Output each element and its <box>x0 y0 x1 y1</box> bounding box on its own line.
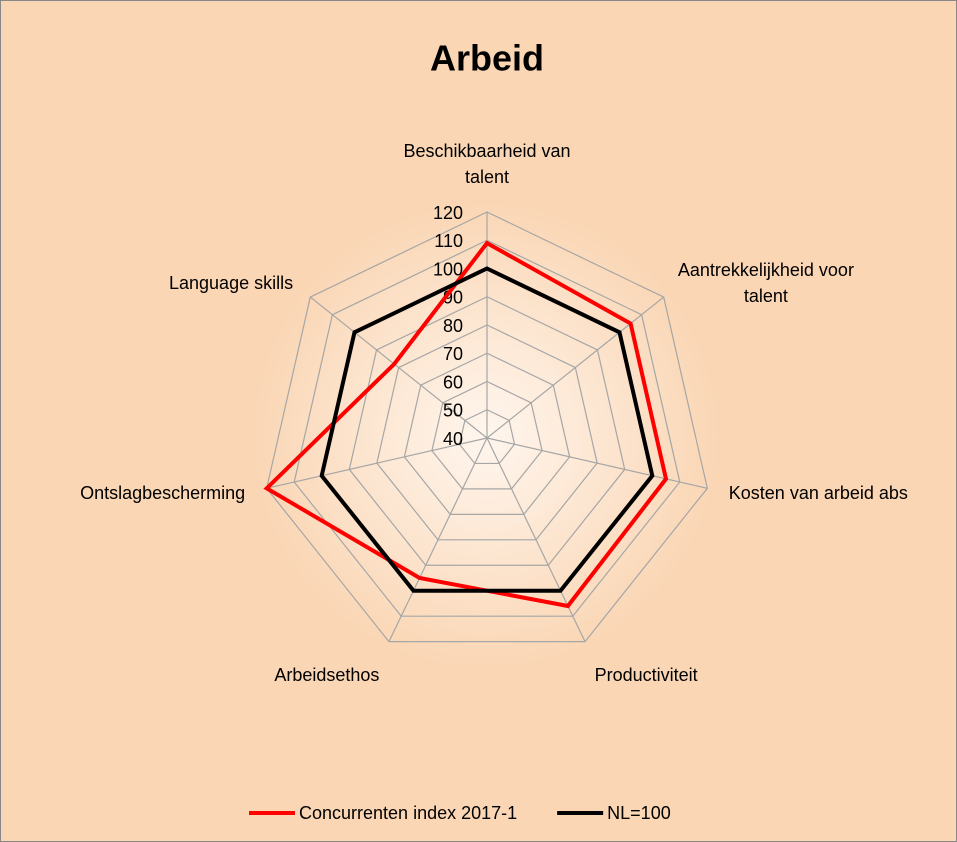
y-tick-label: 40 <box>443 429 463 449</box>
category-label: Kosten van arbeid abs <box>728 483 908 504</box>
grid-line <box>348 296 626 566</box>
spoke <box>486 437 708 489</box>
legend-label: Concurrenten index 2017-1 <box>299 803 517 823</box>
category-label: Ontslagbescherming <box>80 483 246 504</box>
spoke <box>486 296 665 439</box>
grid-line <box>403 352 571 515</box>
legend: Concurrenten index 2017-1 NL=100 <box>249 803 671 823</box>
legend-label: NL=100 <box>607 803 671 823</box>
y-tick-label: 70 <box>443 344 463 364</box>
spoke <box>266 437 488 489</box>
spoke <box>388 437 488 642</box>
category-label: Arbeidsethos <box>274 665 380 686</box>
category-label: Language skills <box>169 273 294 294</box>
y-tick-label: 80 <box>443 316 463 336</box>
grid-line <box>431 380 543 490</box>
chart-title: Arbeid <box>430 38 544 79</box>
category-label: Productiviteit <box>594 665 698 686</box>
category-label: Beschikbaarheid van talent <box>403 141 571 187</box>
grid-line <box>376 324 598 541</box>
category-label: Aantrekkelijkheid voor talent <box>677 260 854 307</box>
grid-line <box>266 211 708 643</box>
series-line <box>319 266 655 593</box>
y-tick-label: 110 <box>434 231 463 251</box>
y-tick-label: 60 <box>443 372 463 392</box>
y-tick-label: 100 <box>433 259 463 279</box>
grid-line <box>293 239 681 617</box>
y-tick-label: 50 <box>443 401 463 421</box>
grid-line <box>458 409 516 465</box>
y-tick-label: 120 <box>433 203 463 223</box>
spoke <box>309 296 488 439</box>
